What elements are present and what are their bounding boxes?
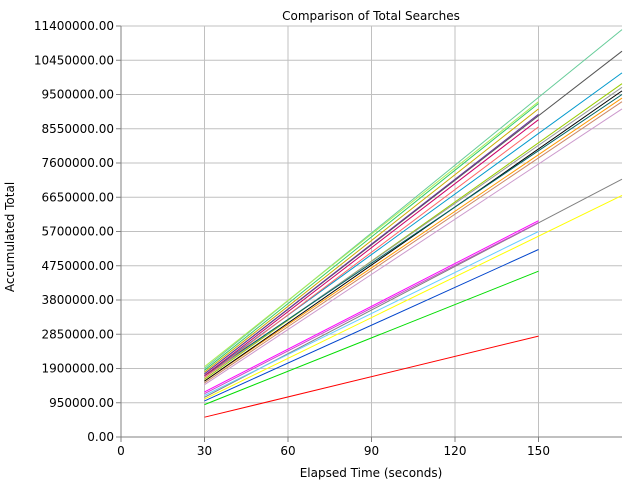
x-tick-label: 120	[444, 444, 467, 458]
x-axis-label: Elapsed Time (seconds)	[300, 466, 443, 480]
y-axis-label: Accumulated Total	[3, 182, 17, 292]
y-axis-ticks: 0.00 950000.00 1900000.00 2850000.00 3800000…	[34, 19, 121, 444]
chart-title: Comparison of Total Searches	[282, 9, 460, 23]
y-tick-label: 5700000.00	[41, 225, 114, 239]
y-tick-label: 0.00	[87, 430, 114, 444]
x-axis-ticks: 0 30 60 90 120 150	[117, 437, 550, 458]
grid-lines	[121, 26, 622, 437]
y-tick-label: 9500000.00	[41, 88, 114, 102]
y-tick-label: 3800000.00	[41, 293, 114, 307]
series-line-15	[205, 95, 623, 376]
y-tick-label: 4750000.00	[41, 259, 114, 273]
x-tick-label: 30	[197, 444, 212, 458]
x-tick-label: 0	[117, 444, 125, 458]
y-tick-label: 7600000.00	[41, 156, 114, 170]
y-tick-label: 8550000.00	[41, 122, 114, 136]
x-tick-label: 150	[527, 444, 550, 458]
series-line-10	[205, 102, 623, 383]
series-line-9	[205, 109, 623, 385]
series-line-12	[205, 91, 623, 381]
series-line-11	[205, 98, 623, 381]
x-tick-label: 60	[280, 444, 295, 458]
y-tick-label: 11400000.00	[34, 19, 114, 33]
series-line-23	[205, 30, 623, 369]
y-tick-label: 6650000.00	[41, 190, 114, 204]
y-tick-label: 1900000.00	[41, 362, 114, 376]
y-tick-label: 10450000.00	[34, 53, 114, 67]
y-tick-label: 950000.00	[49, 396, 114, 410]
x-tick-label: 90	[364, 444, 379, 458]
y-tick-label: 2850000.00	[41, 327, 114, 341]
series-lines	[205, 30, 623, 418]
